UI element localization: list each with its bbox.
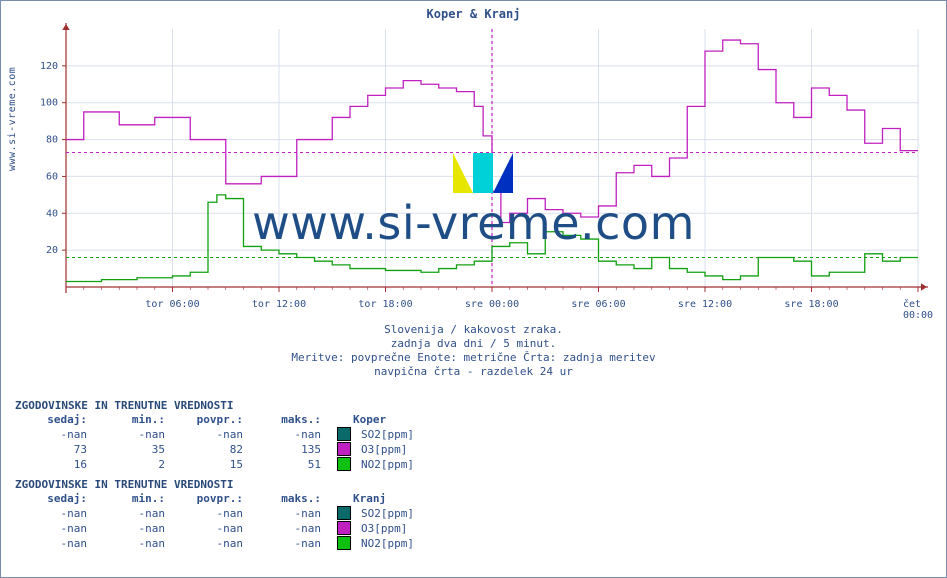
- svg-text:100: 100: [40, 98, 58, 109]
- location-label: Kranj: [327, 491, 386, 506]
- color-swatch: [337, 427, 351, 441]
- color-swatch: [337, 457, 351, 471]
- table-cell: 135: [249, 442, 327, 457]
- x-tick-label: tor 12:00: [252, 299, 306, 310]
- table-cell: -nan: [171, 506, 249, 521]
- table-header-row: sedaj:min.:povpr.:maks.:Kranj: [15, 491, 935, 506]
- table-cell: -nan: [171, 521, 249, 536]
- svg-text:80: 80: [46, 135, 58, 146]
- x-tick-label: tor 18:00: [358, 299, 412, 310]
- x-tick-label: sre 18:00: [784, 299, 838, 310]
- x-tick-label: tor 06:00: [145, 299, 199, 310]
- column-header: min.:: [93, 412, 171, 427]
- table-cell: -nan: [249, 536, 327, 551]
- color-swatch: [337, 442, 351, 456]
- param-label: O3[ppm]: [355, 442, 407, 457]
- color-swatch: [337, 521, 351, 535]
- table-cell: -nan: [93, 521, 171, 536]
- chart-title: Koper & Kranj: [1, 7, 946, 21]
- column-header: min.:: [93, 491, 171, 506]
- param-label: NO2[ppm]: [355, 536, 414, 551]
- table-row: -nan-nan-nan-nanSO2[ppm]: [15, 427, 935, 442]
- param-label: O3[ppm]: [355, 521, 407, 536]
- column-header: maks.:: [249, 412, 327, 427]
- table-cell: -nan: [249, 521, 327, 536]
- table-cell: -nan: [171, 536, 249, 551]
- param-label: NO2[ppm]: [355, 457, 414, 472]
- table-row: -nan-nan-nan-nanSO2[ppm]: [15, 506, 935, 521]
- param-label: SO2[ppm]: [355, 506, 414, 521]
- table-row: -nan-nan-nan-nanNO2[ppm]: [15, 536, 935, 551]
- table-cell: 16: [15, 457, 93, 472]
- x-tick-label: sre 12:00: [678, 299, 732, 310]
- table-cell: -nan: [93, 427, 171, 442]
- table-cell: 35: [93, 442, 171, 457]
- caption-line-2: zadnja dva dni / 5 minut.: [1, 337, 946, 350]
- svg-text:20: 20: [46, 245, 58, 256]
- table-cell: -nan: [15, 521, 93, 536]
- table-cell: 73: [15, 442, 93, 457]
- table-heading: ZGODOVINSKE IN TRENUTNE VREDNOSTI: [15, 478, 935, 491]
- table-cell: -nan: [15, 427, 93, 442]
- table-cell: 2: [93, 457, 171, 472]
- color-swatch: [337, 536, 351, 550]
- table-row: 1621551 NO2[ppm]: [15, 457, 935, 472]
- table-cell: -nan: [15, 506, 93, 521]
- param-label: SO2[ppm]: [355, 427, 414, 442]
- table-cell: -nan: [171, 427, 249, 442]
- table-cell: 82: [171, 442, 249, 457]
- data-tables: ZGODOVINSKE IN TRENUTNE VREDNOSTIsedaj:m…: [15, 393, 935, 551]
- table-row: -nan-nan-nan-nanO3[ppm]: [15, 521, 935, 536]
- table-header-row: sedaj:min.:povpr.:maks.:Koper: [15, 412, 935, 427]
- column-header: povpr.:: [171, 412, 249, 427]
- x-tick-label: sre 06:00: [571, 299, 625, 310]
- y-axis-source-label: www.si-vreme.com: [7, 67, 18, 171]
- caption-line-1: Slovenija / kakovost zraka.: [1, 323, 946, 336]
- location-label: Koper: [327, 412, 386, 427]
- table-row: 733582135 O3[ppm]: [15, 442, 935, 457]
- watermark-logo: [453, 153, 513, 193]
- caption-line-4: navpična črta - razdelek 24 ur: [1, 365, 946, 378]
- table-cell: -nan: [93, 506, 171, 521]
- table-cell: 15: [171, 457, 249, 472]
- table-cell: -nan: [15, 536, 93, 551]
- x-tick-label: sre 00:00: [465, 299, 519, 310]
- column-header: sedaj:: [15, 412, 93, 427]
- column-header: povpr.:: [171, 491, 249, 506]
- table-cell: 51: [249, 457, 327, 472]
- svg-text:60: 60: [46, 171, 58, 182]
- x-axis-ticks: tor 06:00 tor 12:00 tor 18:00 sre 00:00 sre …: [66, 299, 928, 313]
- chart-container: www.si-vreme.com Koper & Kranj 20 40 60 80 1…: [0, 0, 947, 578]
- color-swatch: [337, 506, 351, 520]
- table-cell: -nan: [93, 536, 171, 551]
- table-heading: ZGODOVINSKE IN TRENUTNE VREDNOSTI: [15, 399, 935, 412]
- column-header: maks.:: [249, 491, 327, 506]
- caption-line-3: Meritve: povprečne Enote: metrične Črta:…: [1, 351, 946, 364]
- svg-text:40: 40: [46, 208, 58, 219]
- table-cell: -nan: [249, 427, 327, 442]
- table-cell: -nan: [249, 506, 327, 521]
- x-tick-label: čet 00:00: [903, 299, 933, 321]
- svg-text:120: 120: [40, 61, 58, 72]
- column-header: sedaj:: [15, 491, 93, 506]
